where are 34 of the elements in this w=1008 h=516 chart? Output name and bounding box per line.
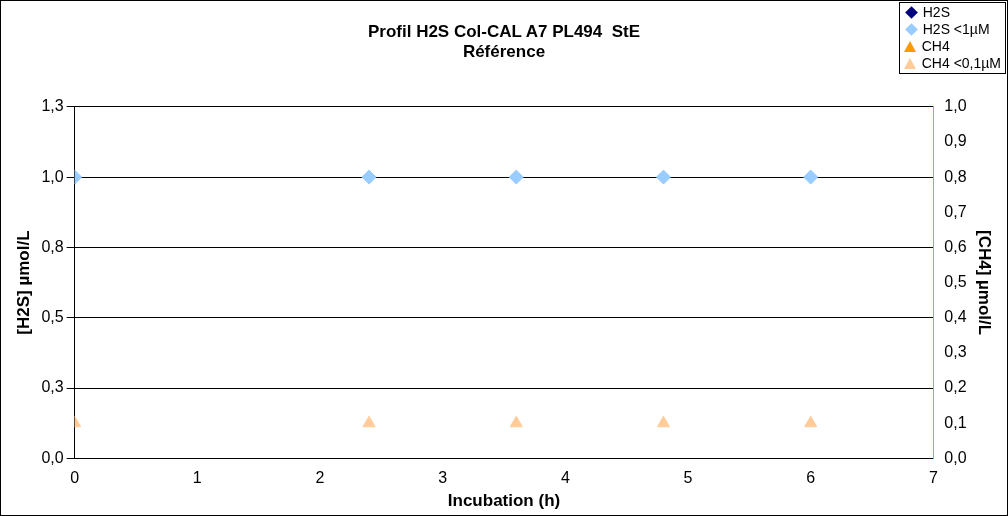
y2-tick-label: 0,3 bbox=[944, 343, 967, 361]
y-tick-label: 1,3 bbox=[41, 97, 64, 115]
x-tick-label: 4 bbox=[560, 469, 570, 487]
y2-tick-label: 0,1 bbox=[944, 413, 967, 431]
x-tick-label: 3 bbox=[438, 469, 448, 487]
y2-tick-label: 1,0 bbox=[944, 97, 967, 115]
y2-tick-label: 0,6 bbox=[944, 237, 967, 255]
legend-label: H2S bbox=[922, 4, 950, 21]
y2-tick-label: 0,0 bbox=[944, 448, 967, 466]
legend-label: CH4 <0,1µM bbox=[921, 55, 1001, 72]
x-axis-title: Incubation (h) bbox=[447, 491, 561, 511]
legend-label: CH4 bbox=[921, 38, 950, 55]
y-tick-label: 0,5 bbox=[41, 308, 64, 326]
y2-tick-label: 0,4 bbox=[944, 308, 967, 326]
y-tick-label: 1,0 bbox=[41, 167, 64, 185]
y-axis-title: [H2S] µmol/L bbox=[13, 230, 33, 335]
y2-tick-label: 0,9 bbox=[944, 132, 967, 150]
y2-tick-label: 0,7 bbox=[944, 202, 967, 220]
x-tick-label: 1 bbox=[192, 469, 202, 487]
y2-axis-title: [CH4] µmol/L bbox=[975, 230, 995, 336]
x-tick-label: 0 bbox=[70, 469, 80, 487]
x-tick-label: 6 bbox=[806, 469, 816, 487]
legend-label: H2S <1µM bbox=[922, 21, 990, 38]
x-tick-label: 2 bbox=[315, 469, 325, 487]
y2-tick-label: 0,2 bbox=[944, 378, 967, 396]
text: Référence bbox=[462, 42, 546, 62]
y2-tick-label: 0,5 bbox=[944, 273, 967, 291]
y-tick-label: 0,8 bbox=[41, 237, 64, 255]
y-tick-label: 0,0 bbox=[41, 448, 64, 466]
x-tick-label: 5 bbox=[683, 469, 693, 487]
y-tick-label: 0,3 bbox=[41, 378, 64, 396]
x-tick-label: 7 bbox=[928, 469, 938, 487]
y2-tick-label: 0,8 bbox=[944, 167, 967, 185]
text: Profil H2S Col-CAL A7 PL494 StE bbox=[367, 21, 641, 41]
